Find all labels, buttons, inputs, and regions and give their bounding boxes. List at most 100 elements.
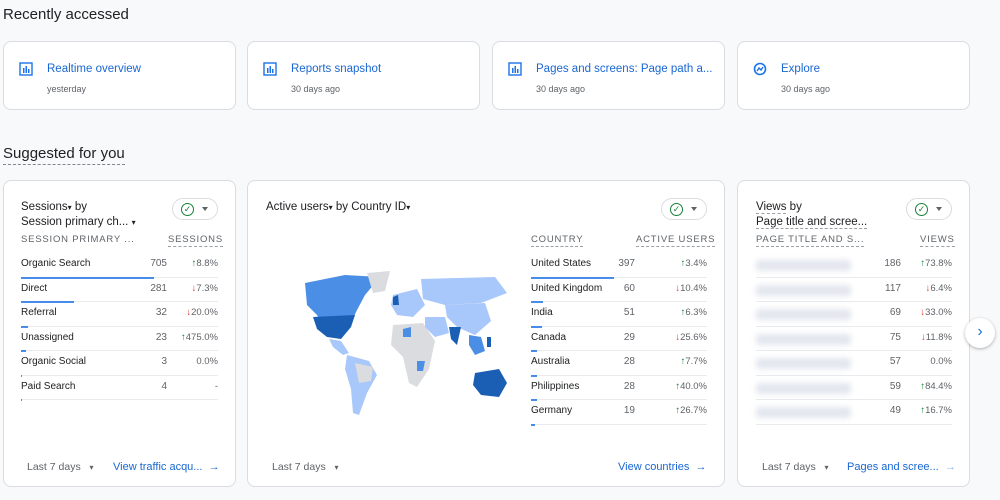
table-row[interactable]: Paid Search 4 -	[21, 376, 218, 401]
redacted-page-title	[756, 260, 851, 271]
row-value: 51	[623, 307, 635, 318]
table-row[interactable]: 75 ↓11.8%	[756, 327, 952, 351]
row-change: -	[214, 380, 218, 392]
dimension-dropdown[interactable]: Session primary ch...	[21, 216, 129, 228]
arrow-up-icon: ↑	[191, 258, 197, 269]
recent-item-card[interactable]: Reports snapshot 30 days ago	[247, 41, 480, 110]
recent-item-title[interactable]: Realtime overview	[47, 63, 141, 75]
caret-down-icon: ▾	[67, 203, 72, 212]
arrow-up-icon: ↑	[920, 258, 926, 269]
bar-chart-icon	[19, 62, 33, 76]
row-value: 117	[885, 282, 901, 294]
table-row[interactable]: 57 0.0%	[756, 351, 952, 376]
recent-item-title[interactable]: Reports snapshot	[291, 63, 382, 75]
table-row[interactable]: 49 ↑16.7%	[756, 400, 952, 425]
table-row[interactable]: Referral 32 ↓20.0%	[21, 302, 218, 328]
recent-item-card[interactable]: Realtime overview yesterday	[3, 41, 236, 110]
redacted-page-title	[756, 284, 851, 296]
table-row[interactable]: Philippines 28 ↑40.0%	[531, 376, 707, 401]
arrow-down-icon: ↓	[186, 307, 192, 318]
world-map[interactable]	[285, 265, 515, 425]
table-row[interactable]: Organic Search 705 ↑8.8%	[21, 253, 218, 279]
metric-dropdown[interactable]: Active users	[266, 201, 329, 213]
arrow-right-icon: →	[944, 461, 956, 473]
redacted-page-title	[756, 358, 851, 369]
table-row[interactable]: 117 ↓6.4%	[756, 278, 952, 302]
row-value: 186	[884, 258, 901, 269]
views-card-title[interactable]: Views by Page title and scree...	[756, 200, 868, 230]
recent-item-card[interactable]: Explore 30 days ago	[737, 41, 970, 110]
map-south-america	[345, 355, 377, 415]
col-header-page-title[interactable]: PAGE TITLE AND S...	[756, 234, 865, 247]
col-header-active-users[interactable]: ACTIVE USERS	[636, 234, 716, 247]
arrow-up-icon: ↑	[675, 380, 681, 392]
recent-item-title[interactable]: Pages and screens: Page path a...	[536, 63, 713, 75]
row-label: Germany	[531, 405, 573, 416]
redacted-page-title	[756, 333, 851, 345]
col-header-dimension[interactable]: SESSION PRIMARY ...	[21, 234, 135, 245]
row-value: 60	[623, 282, 635, 294]
table-row[interactable]: 186 ↑73.8%	[756, 253, 952, 278]
dimension-dropdown[interactable]: Country ID	[351, 201, 407, 213]
share-bar	[531, 301, 544, 303]
arrow-up-icon: ↑	[680, 258, 686, 269]
map-greenland	[367, 271, 390, 293]
row-value: 23	[155, 331, 167, 343]
share-bar	[531, 374, 537, 377]
caret-down-icon: ▾	[328, 203, 333, 212]
bar-chart-icon	[508, 62, 522, 76]
col-header-country[interactable]: COUNTRY	[531, 234, 584, 247]
insights-toggle[interactable]: ✓	[906, 198, 952, 220]
col-header-views[interactable]: VIEWS	[920, 234, 955, 247]
arrow-down-icon: ↓	[675, 331, 681, 343]
row-change: ↑40.0%	[675, 380, 707, 392]
pages-and-screens-link[interactable]: Pages and scree... →	[847, 461, 956, 473]
recent-item-title[interactable]: Explore	[781, 63, 820, 75]
table-row[interactable]: India 51 ↑6.3%	[531, 302, 707, 328]
view-countries-link[interactable]: View countries →	[618, 461, 707, 473]
table-row[interactable]: Germany 19 ↑26.7%	[531, 400, 707, 426]
insights-toggle[interactable]: ✓	[172, 198, 218, 220]
date-range-dropdown[interactable]: Last 7 days ▾	[272, 461, 339, 473]
table-row[interactable]: 59 ↑84.4%	[756, 376, 952, 400]
insights-toggle[interactable]: ✓	[661, 198, 707, 220]
map-philippines	[487, 337, 491, 347]
map-middle-east	[425, 317, 449, 337]
table-row[interactable]: Canada 29 ↓25.6%	[531, 327, 707, 352]
metric-dropdown[interactable]: Views	[756, 201, 787, 214]
share-bar	[21, 350, 27, 352]
row-value: 29	[623, 331, 635, 343]
table-row[interactable]: United Kingdom 60 ↓10.4%	[531, 278, 707, 303]
recent-item-card[interactable]: Pages and screens: Page path a... 30 days…	[492, 41, 725, 110]
arrow-down-icon: ↓	[925, 282, 931, 294]
table-row[interactable]: 69 ↓33.0%	[756, 302, 952, 327]
map-europe	[391, 289, 425, 317]
row-value: 19	[623, 405, 635, 416]
table-row[interactable]: Unassigned 23 ↑475.0%	[21, 327, 218, 352]
row-change: ↓25.6%	[675, 331, 707, 343]
next-cards-button[interactable]: ›	[965, 318, 995, 348]
row-change: ↓10.4%	[675, 282, 707, 294]
caret-down-icon: ▾	[334, 463, 339, 472]
arrow-down-icon: ↓	[920, 307, 926, 318]
dimension-dropdown[interactable]: Page title and scree...	[756, 216, 868, 229]
map-africa-highlights	[403, 327, 425, 371]
countries-card-title[interactable]: Active users▾ by Country ID▾	[266, 200, 410, 215]
metric-dropdown[interactable]: Sessions	[21, 201, 68, 213]
redacted-page-title	[756, 382, 851, 394]
date-range-dropdown[interactable]: Last 7 days ▾	[27, 461, 94, 473]
share-bar	[21, 301, 75, 303]
map-india	[449, 327, 461, 345]
table-row[interactable]: Australia 28 ↑7.7%	[531, 351, 707, 377]
table-row[interactable]: United States 397 ↑3.4%	[531, 253, 707, 279]
share-bar	[531, 399, 537, 401]
col-header-sessions[interactable]: SESSIONS	[168, 234, 223, 247]
table-row[interactable]: Direct 281 ↓7.3%	[21, 278, 218, 303]
row-label: India	[531, 307, 553, 318]
row-change: ↓20.0%	[186, 307, 218, 318]
view-traffic-link[interactable]: View traffic acqu... →	[113, 461, 220, 473]
table-row[interactable]: Organic Social 3 0.0%	[21, 351, 218, 377]
sessions-card-title[interactable]: Sessions▾ by Session primary ch... ▾	[21, 200, 136, 230]
date-range-dropdown[interactable]: Last 7 days ▾	[762, 461, 829, 473]
check-circle-icon: ✓	[670, 203, 683, 216]
